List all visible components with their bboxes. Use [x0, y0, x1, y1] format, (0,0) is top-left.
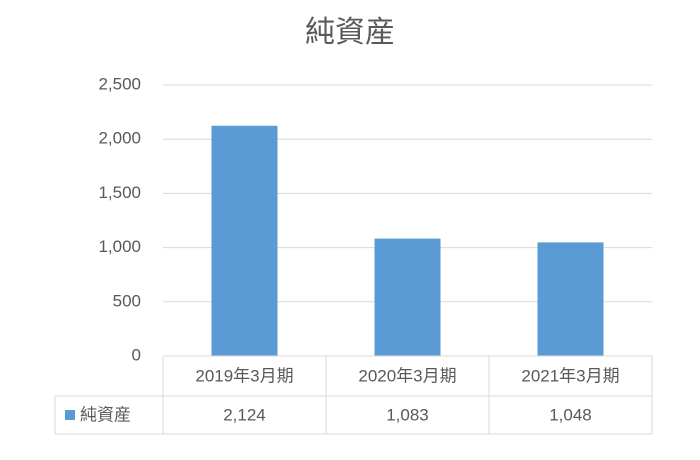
chart-title: 純資産 — [305, 16, 395, 49]
x-tick-label: 2020年3月期 — [358, 366, 456, 385]
y-tick-label: 2,500 — [98, 74, 141, 93]
x-tick-label: 2019年3月期 — [195, 366, 293, 385]
table-value: 1,048 — [549, 405, 592, 424]
y-tick-label: 1,000 — [98, 237, 141, 256]
table-value: 2,124 — [223, 405, 266, 424]
legend-key — [65, 410, 75, 420]
bar — [211, 125, 278, 357]
y-tick-label: 1,500 — [98, 183, 141, 202]
bar — [374, 238, 441, 356]
y-tick-label: 500 — [113, 291, 141, 310]
bar — [537, 242, 604, 356]
table-value: 1,083 — [386, 405, 429, 424]
y-tick-label: 2,000 — [98, 129, 141, 148]
legend-label: 純資産 — [80, 405, 131, 424]
x-tick-label: 2021年3月期 — [521, 366, 619, 385]
y-tick-label: 0 — [132, 345, 141, 364]
